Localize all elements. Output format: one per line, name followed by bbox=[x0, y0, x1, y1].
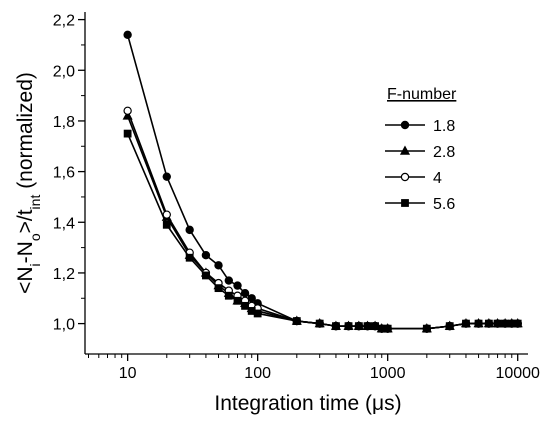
y-axis-title-part: >/t bbox=[14, 209, 37, 233]
y-axis-title-part: -N bbox=[14, 241, 37, 263]
legend-label: 5.6 bbox=[433, 196, 455, 213]
y-tick-label: 1,8 bbox=[53, 114, 75, 131]
y-axis-title-subscript: i bbox=[27, 263, 43, 266]
data-point bbox=[233, 296, 242, 305]
legend-marker bbox=[401, 199, 409, 207]
y-axis-title-subscript: int bbox=[27, 195, 43, 210]
data-point bbox=[123, 129, 132, 138]
x-tick-label: 100 bbox=[244, 365, 271, 382]
y-tick-label: 2,2 bbox=[53, 13, 75, 30]
data-point bbox=[501, 319, 510, 328]
legend-title: F-number bbox=[387, 86, 457, 103]
x-tick-label: 10000 bbox=[495, 365, 540, 382]
data-point bbox=[162, 220, 171, 229]
data-point bbox=[123, 106, 132, 116]
data-point bbox=[513, 319, 522, 328]
data-point bbox=[201, 250, 211, 260]
y-tick-label: 1,4 bbox=[53, 215, 75, 232]
data-point bbox=[292, 317, 301, 325]
data-point bbox=[383, 324, 392, 333]
y-tick-label: 2,0 bbox=[53, 63, 75, 80]
y-axis-title-subscript: o bbox=[27, 233, 43, 241]
data-point bbox=[474, 319, 483, 328]
x-axis-title: Integration time (μs) bbox=[214, 392, 401, 415]
data-point bbox=[493, 319, 502, 328]
data-point bbox=[162, 172, 171, 181]
y-axis-title-part: (normalized) bbox=[14, 72, 37, 195]
data-point bbox=[241, 301, 249, 310]
data-point bbox=[185, 253, 194, 262]
y-tick-label: 1,6 bbox=[53, 165, 75, 182]
data-point bbox=[224, 276, 234, 285]
legend-label: 1.8 bbox=[433, 118, 455, 135]
data-point bbox=[123, 30, 132, 39]
data-point bbox=[202, 271, 210, 280]
data-point bbox=[253, 309, 262, 318]
y-tick-label: 1,2 bbox=[53, 266, 75, 283]
y-axis-title: <Ni-No>/tint (normalized) bbox=[14, 72, 43, 294]
data-point bbox=[214, 261, 223, 270]
data-point bbox=[354, 322, 363, 331]
data-point bbox=[315, 319, 324, 328]
legend-marker bbox=[400, 172, 410, 182]
data-point bbox=[422, 324, 431, 333]
data-point bbox=[484, 319, 493, 328]
data-point bbox=[233, 281, 242, 290]
y-tick-label: 1,0 bbox=[53, 317, 75, 334]
legend-marker bbox=[400, 120, 410, 130]
data-point bbox=[371, 322, 379, 331]
legend-label: 4 bbox=[433, 170, 442, 187]
data-point bbox=[240, 289, 250, 298]
data-point bbox=[344, 322, 353, 331]
x-tick-label: 1000 bbox=[370, 365, 406, 382]
x-tick-label: 10 bbox=[119, 365, 137, 382]
legend-marker bbox=[399, 145, 411, 155]
series-line bbox=[126, 34, 518, 330]
data-point bbox=[332, 322, 340, 331]
data-point bbox=[224, 291, 233, 300]
data-point bbox=[214, 284, 223, 293]
series-line bbox=[126, 133, 518, 330]
data-point bbox=[462, 319, 470, 328]
data-point bbox=[363, 322, 372, 331]
legend-label: 2.8 bbox=[433, 144, 455, 161]
data-point bbox=[445, 322, 454, 331]
data-point bbox=[185, 225, 194, 235]
y-axis-title-part: <N bbox=[14, 266, 37, 293]
